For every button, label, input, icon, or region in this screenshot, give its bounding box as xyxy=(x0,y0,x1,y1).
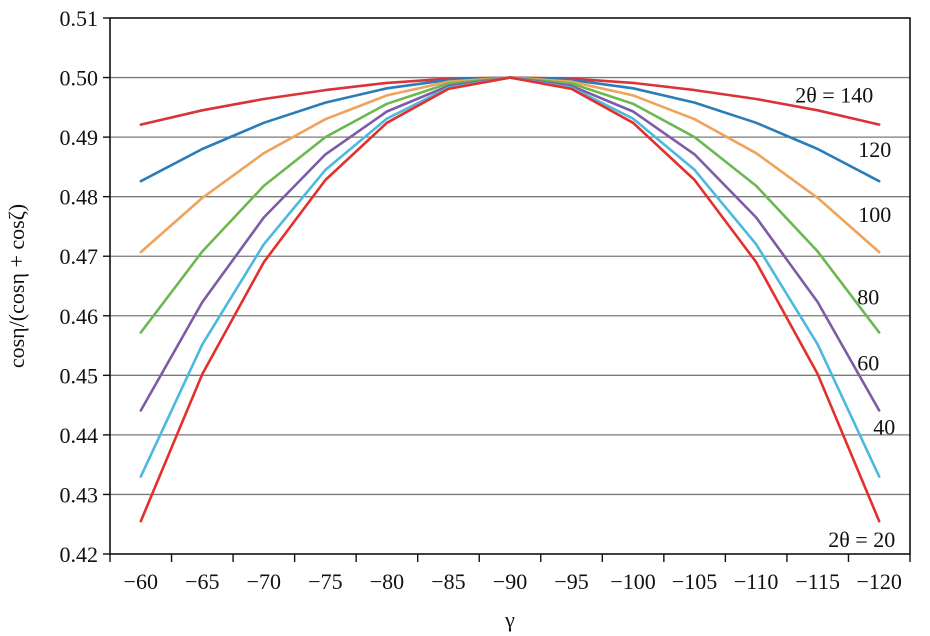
y-tick-label: 0.47 xyxy=(60,244,99,269)
y-ticks: 0.42 0.43 0.44 0.45 0.46 0.47 0.48 0.49 0.50 0.51 xyxy=(60,6,110,567)
series-line xyxy=(139,76,881,334)
x-ticks: −60 −65 −70 −75 −80 −85 −90 −95 −100 −105 −110 −115… xyxy=(109,554,911,594)
x-tick-label: −90 xyxy=(493,569,527,594)
axes xyxy=(109,17,911,555)
series-label: 2θ = 140 xyxy=(795,83,873,108)
y-axis-title: cosη/(cosη + cosζ) xyxy=(4,204,29,368)
series-label: 40 xyxy=(873,415,895,440)
series-line xyxy=(139,76,881,523)
y-tick-label: 0.50 xyxy=(60,66,99,91)
x-tick-label: −115 xyxy=(795,569,840,594)
x-tick-label: −100 xyxy=(610,569,655,594)
y-tick-label: 0.46 xyxy=(60,304,99,329)
y-tick-label: 0.51 xyxy=(60,6,99,31)
y-tick-label: 0.49 xyxy=(60,125,99,150)
x-tick-label: −70 xyxy=(247,569,281,594)
y-tick-label: 0.44 xyxy=(60,423,99,448)
series-label: 80 xyxy=(857,284,879,309)
x-axis-title: γ xyxy=(504,607,515,632)
series-label: 2θ = 20 xyxy=(828,527,895,552)
x-tick-label: −120 xyxy=(857,569,902,594)
y-tick-label: 0.48 xyxy=(60,185,99,210)
x-tick-label: −75 xyxy=(308,569,342,594)
x-tick-label: −105 xyxy=(672,569,717,594)
gridlines xyxy=(110,76,910,496)
x-tick-label: −60 xyxy=(124,569,158,594)
series-line xyxy=(139,76,881,254)
series-line xyxy=(139,76,881,126)
x-tick-label: −110 xyxy=(734,569,779,594)
series-labels: 2θ = 140 120 100 80 60 40 2θ = 20 xyxy=(795,83,895,553)
series-label: 120 xyxy=(858,137,891,162)
series-lines xyxy=(139,76,881,523)
x-tick-label: −65 xyxy=(185,569,219,594)
y-tick-label: 0.42 xyxy=(60,542,99,567)
y-tick-label: 0.45 xyxy=(60,363,99,388)
y-tick-label: 0.43 xyxy=(60,482,99,507)
series-label: 60 xyxy=(857,350,879,375)
plot-frame xyxy=(109,17,911,555)
x-tick-label: −95 xyxy=(554,569,588,594)
x-tick-label: −80 xyxy=(370,569,404,594)
series-label: 100 xyxy=(858,202,891,227)
series-line xyxy=(139,76,881,183)
x-tick-label: −85 xyxy=(431,569,465,594)
